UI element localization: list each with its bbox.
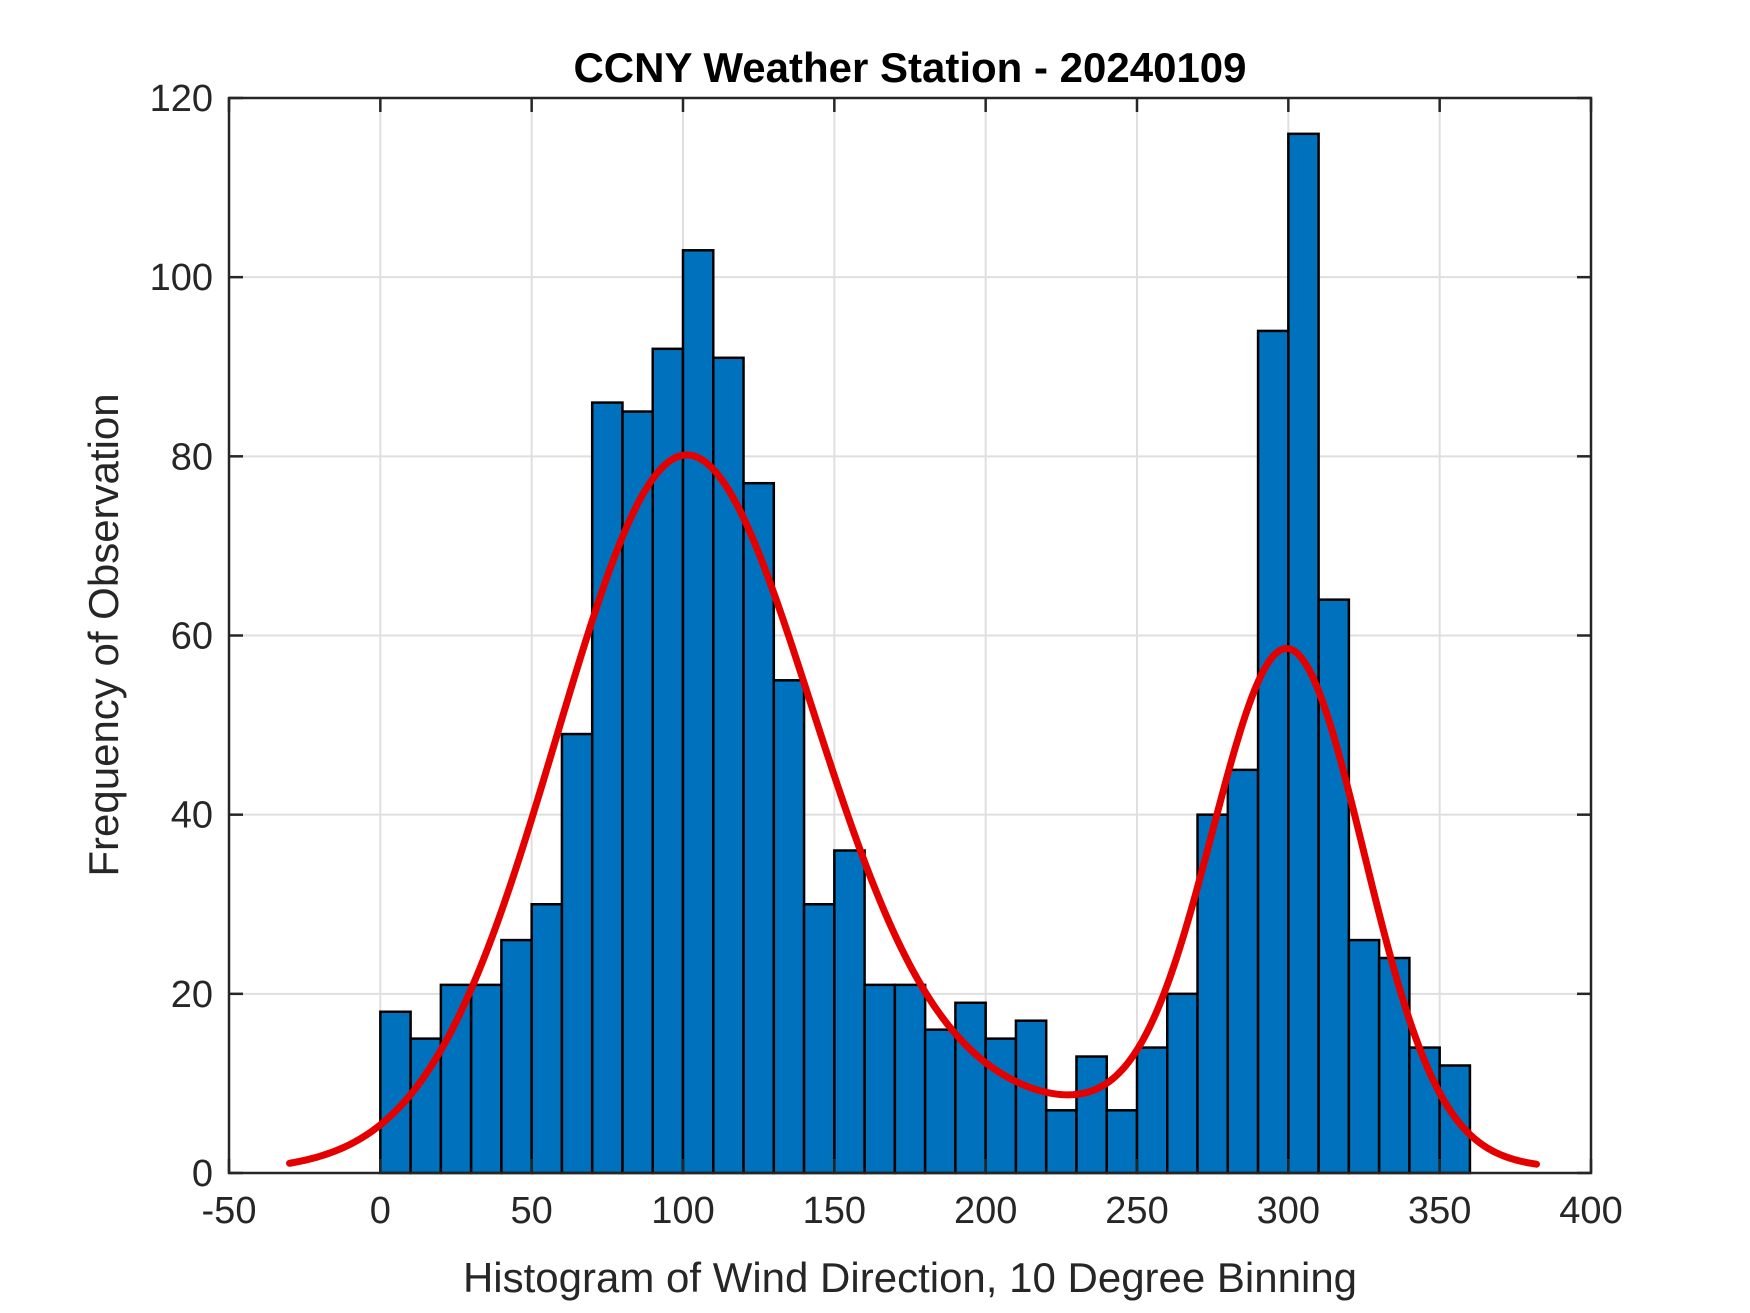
bar-23 [1075,1055,1108,1175]
x-tick-label-2: 50 [511,1190,553,1232]
bar-22 [1044,1109,1078,1175]
bar-29 [1256,329,1290,1175]
y-axis-label: Frequency of Observation [80,393,127,876]
bar-15 [833,849,866,1175]
x-tick-label-7: 300 [1257,1190,1320,1232]
fit-curve-group [286,451,1541,1168]
bar-10 [681,249,715,1175]
y-tick-label-4: 80 [171,436,213,478]
bar-5 [530,903,564,1175]
bar-31 [1317,598,1351,1175]
x-tick-label-3: 100 [651,1190,714,1232]
bar-18 [923,1028,957,1175]
x-tick-label-9: 400 [1559,1190,1622,1232]
bar-25 [1135,1046,1169,1175]
bar-17 [893,983,927,1175]
bar-3 [469,983,503,1175]
bar-4 [500,938,533,1175]
bar-32 [1347,938,1381,1175]
bar-20 [984,1037,1018,1175]
y-tick-label-2: 40 [171,795,213,837]
x-tick-label-5: 200 [954,1190,1017,1232]
chart-title: CCNY Weather Station - 20240109 [573,44,1246,91]
x-tick-label-1: 0 [370,1190,391,1232]
x-tick-label-8: 350 [1408,1190,1471,1232]
bar-19 [954,1001,987,1175]
bar-26 [1166,992,1199,1175]
axes-frame [227,96,1593,1175]
y-tick-label-1: 20 [171,974,213,1016]
y-tick-label-5: 100 [150,257,213,299]
bar-6 [560,732,594,1175]
bar-33 [1377,956,1411,1175]
fit-curve [286,451,1541,1168]
bar-28 [1226,768,1260,1175]
x-tick-label-0: -50 [202,1190,257,1232]
bar-21 [1014,1019,1048,1175]
bar-16 [863,983,897,1175]
tick-labels: -50 0 50 100 150 200 250 300 350 4000204060801001… [150,78,1623,1232]
y-tick-label-3: 60 [171,616,213,658]
bar-0 [379,1010,412,1175]
x-tick-label-6: 250 [1105,1190,1168,1232]
y-tick-label-6: 120 [150,78,213,120]
bar-13 [772,679,806,1175]
bar-7 [590,401,624,1175]
y-tick-label-0: 0 [192,1153,213,1195]
x-axis-label: Histogram of Wind Direction, 10 Degree B… [463,1254,1357,1301]
bar-24 [1105,1109,1139,1175]
bar-14 [802,903,836,1175]
x-tick-label-4: 150 [803,1190,866,1232]
bar-2 [439,983,473,1175]
